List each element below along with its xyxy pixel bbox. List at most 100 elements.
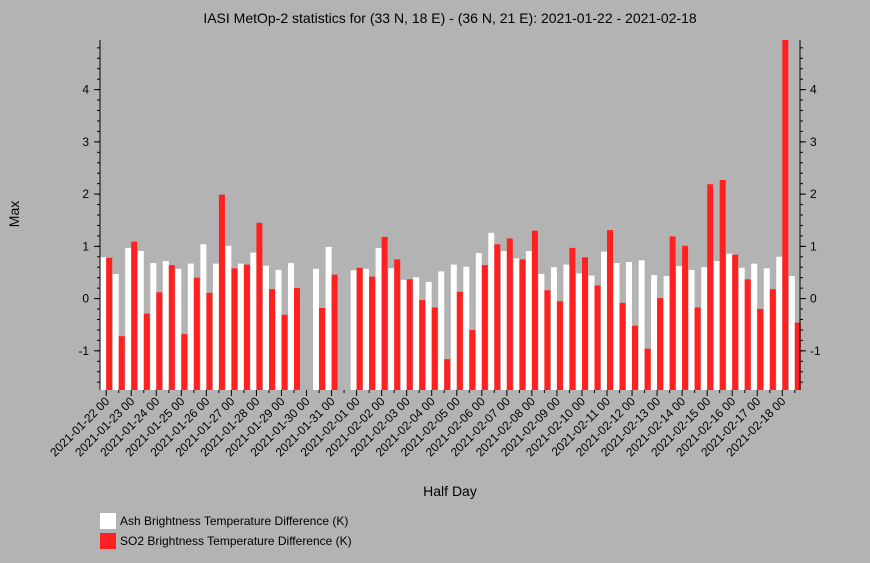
- bar-ash-21: [363, 268, 370, 390]
- bar-so2-20: [356, 267, 363, 390]
- bars-group: [100, 40, 801, 390]
- bar-ash-28: [450, 264, 457, 390]
- bar-ash-15: [288, 263, 294, 390]
- bar-so2-33: [519, 259, 526, 390]
- legend-item-ash: Ash Brightness Temperature Difference (K…: [100, 511, 352, 531]
- bar-ash-26: [425, 281, 432, 390]
- y-tick-label-right: 1: [810, 239, 817, 253]
- bar-so2-24: [406, 279, 413, 390]
- x-axis-label: Half Day: [423, 483, 477, 499]
- bar-ash-32: [500, 251, 507, 390]
- bar-ash-38: [576, 273, 582, 390]
- bar-so2-28: [456, 291, 463, 390]
- bar-so2-48: [707, 184, 714, 390]
- bar-ash-48: [701, 267, 708, 390]
- bar-ash-7: [187, 263, 194, 390]
- bar-so2-26: [431, 307, 438, 390]
- legend-label-ash: Ash Brightness Temperature Difference (K…: [120, 514, 349, 528]
- bar-so2-31: [494, 244, 501, 390]
- y-tick-label-left: 3: [82, 135, 89, 149]
- bar-ash-33: [513, 258, 520, 390]
- bar-ash-11: [237, 263, 244, 390]
- bar-so2-17: [319, 308, 325, 390]
- bar-ash-31: [488, 232, 495, 390]
- bar-ash-52: [751, 263, 758, 390]
- bar-ash-22: [375, 247, 382, 390]
- bar-so2-29: [469, 329, 476, 390]
- bar-ash-10: [225, 245, 232, 390]
- legend-item-so2: SO2 Brightness Temperature Difference (K…: [100, 531, 352, 551]
- chart-title: IASI MetOp-2 statistics for (33 N, 18 E)…: [203, 10, 697, 26]
- bar-so2-32: [506, 238, 513, 390]
- bar-so2-1: [118, 336, 125, 390]
- bar-ash-4: [150, 263, 157, 390]
- bar-so2-47: [694, 307, 701, 390]
- bar-so2-44: [657, 298, 664, 390]
- bar-ash-35: [538, 274, 545, 390]
- bar-so2-43: [644, 348, 651, 390]
- bar-ash-51: [738, 267, 745, 390]
- bar-ash-8: [200, 244, 207, 390]
- bar-so2-13: [269, 289, 275, 390]
- bar-so2-35: [544, 290, 551, 390]
- bar-so2-10: [231, 268, 238, 390]
- y-tick-label-left: 2: [82, 187, 89, 201]
- y-tick-label-right: 2: [810, 187, 817, 201]
- legend-swatch-so2: [100, 533, 116, 549]
- bar-ash-5: [162, 261, 169, 390]
- bar-ash-6: [175, 268, 182, 390]
- bar-so2-3: [143, 313, 150, 390]
- bar-ash-46: [676, 266, 683, 390]
- bar-ash-36: [550, 267, 557, 390]
- bar-ash-9: [212, 263, 219, 390]
- bar-ash-55: [788, 276, 795, 390]
- bar-ash-18: [325, 246, 332, 390]
- bar-ash-2: [125, 247, 132, 390]
- y-tick-label-left: 0: [82, 292, 89, 306]
- bar-ash-20: [350, 270, 357, 390]
- y-tick-label-left: -1: [78, 344, 89, 358]
- y-axis-label: Max: [6, 201, 22, 227]
- bar-so2-27: [444, 359, 451, 390]
- y-tick-label-right: 4: [810, 83, 817, 97]
- bar-so2-18: [331, 274, 338, 390]
- bar-ash-40: [601, 251, 607, 390]
- bar-so2-51: [744, 279, 751, 390]
- bar-so2-7: [193, 277, 200, 390]
- bar-so2-55: [794, 322, 801, 390]
- bar-so2-53: [769, 289, 776, 390]
- bar-so2-49: [719, 180, 726, 390]
- bar-so2-46: [682, 245, 689, 390]
- bar-so2-36: [556, 301, 563, 390]
- y-tick-label-left: 1: [82, 239, 89, 253]
- y-tick-label-right: 3: [810, 135, 817, 149]
- bar-so2-5: [168, 265, 175, 390]
- bar-ash-43: [638, 260, 645, 390]
- bar-ash-37: [563, 264, 570, 390]
- bar-ash-12: [250, 252, 257, 390]
- bar-ash-34: [525, 251, 532, 390]
- bar-so2-14: [281, 314, 288, 390]
- bar-so2-52: [757, 309, 764, 390]
- bar-so2-30: [481, 265, 488, 390]
- bar-so2-15: [294, 288, 300, 390]
- bar-ash-14: [275, 269, 282, 390]
- bar-so2-4: [156, 292, 163, 390]
- bar-so2-22: [381, 236, 388, 390]
- bar-so2-6: [181, 334, 188, 390]
- bar-so2-23: [394, 259, 401, 390]
- bar-so2-9: [218, 194, 225, 390]
- bar-so2-0: [106, 257, 113, 390]
- bar-so2-41: [619, 302, 626, 390]
- bar-ash-24: [400, 279, 407, 390]
- bar-ash-49: [713, 261, 720, 390]
- bar-ash-27: [438, 271, 445, 390]
- bar-ash-45: [663, 276, 670, 390]
- bar-ash-53: [763, 268, 770, 390]
- bar-so2-38: [582, 257, 588, 390]
- legend: Ash Brightness Temperature Difference (K…: [100, 511, 352, 551]
- y-tick-label-right: -1: [810, 344, 821, 358]
- bar-ash-1: [112, 274, 119, 390]
